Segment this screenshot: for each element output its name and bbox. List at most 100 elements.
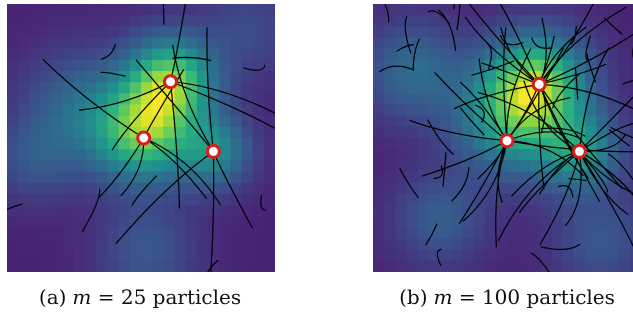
density-cell (462, 93, 475, 106)
density-cell (96, 216, 109, 228)
density-cell (96, 82, 109, 94)
density-cell (428, 227, 441, 240)
density-cell (473, 15, 486, 27)
density-cell (74, 126, 86, 139)
density-cell (562, 48, 575, 61)
density-cell (607, 15, 620, 27)
density-cell (196, 115, 209, 128)
density-cell (208, 37, 220, 50)
density-cell (495, 171, 508, 184)
trajectory-path (437, 9, 457, 51)
density-cell (252, 149, 265, 161)
density-cell (618, 82, 631, 94)
density-cell (219, 93, 231, 106)
density-cell (40, 149, 53, 161)
density-cell (230, 216, 243, 228)
density-cell (96, 59, 109, 72)
density-cell (384, 104, 396, 117)
density-cell (440, 160, 452, 173)
density-cell (18, 249, 30, 262)
density-cell (495, 115, 508, 128)
density-cell (230, 104, 243, 117)
density-cell (518, 37, 530, 50)
density-cell (208, 238, 220, 251)
density-cell (585, 37, 597, 50)
density-cell (241, 104, 254, 117)
density-cell (384, 59, 396, 72)
density-cell (40, 48, 53, 61)
density-cell (562, 238, 575, 251)
density-cell (241, 216, 254, 228)
density-cell (185, 160, 198, 173)
density-cell (74, 26, 86, 39)
density-cell (185, 26, 198, 39)
density-cell (219, 160, 231, 173)
density-cell (384, 115, 396, 128)
density-cell (607, 216, 620, 228)
density-cell (40, 171, 53, 184)
density-cell (629, 115, 633, 128)
density-cell (118, 48, 131, 61)
density-cell (518, 260, 530, 272)
density-cell (74, 37, 86, 50)
density-cell (629, 37, 633, 50)
density-cell (629, 227, 633, 240)
density-cell (629, 182, 633, 195)
density-cell (596, 205, 609, 217)
density-cell (252, 216, 265, 228)
density-cell (607, 59, 620, 72)
density-cell (384, 71, 396, 83)
density-cell (51, 4, 64, 16)
density-cell (152, 15, 164, 27)
density-cell (395, 160, 408, 173)
density-cell (174, 115, 187, 128)
trajectory-path (464, 16, 540, 85)
density-cell (263, 4, 275, 16)
density-cell (417, 138, 430, 150)
density-cell (451, 260, 463, 272)
density-cell (596, 115, 609, 128)
density-cell (141, 149, 153, 161)
density-cell (241, 59, 254, 72)
density-cell (451, 26, 463, 39)
density-cell (29, 15, 42, 27)
density-cell (241, 238, 254, 251)
density-cell (96, 193, 109, 206)
density-cell (29, 37, 42, 50)
density-cell (40, 160, 53, 173)
density-cell (518, 238, 530, 251)
density-cell (51, 160, 64, 173)
panel-b (373, 4, 633, 272)
density-cell (440, 115, 452, 128)
density-cell (51, 216, 64, 228)
density-cell (85, 249, 97, 262)
density-cell (241, 48, 254, 61)
density-cell (607, 193, 620, 206)
density-cell (185, 115, 198, 128)
trajectory-path (538, 6, 627, 85)
density-cell (185, 93, 198, 106)
density-cell (96, 15, 109, 27)
density-cell (62, 126, 75, 139)
density-cell (562, 15, 575, 27)
density-cell (118, 205, 131, 217)
density-cell (384, 227, 396, 240)
density-cell (373, 216, 385, 228)
density-cell (152, 115, 164, 128)
density-cell (40, 182, 53, 195)
density-cell (62, 59, 75, 72)
trajectory-path (564, 150, 582, 227)
density-cell (417, 15, 430, 27)
density-cell (141, 26, 153, 39)
density-cell (219, 149, 231, 161)
density-cell (263, 260, 275, 272)
trajectory-path (79, 81, 172, 111)
trajectory-path (169, 81, 180, 209)
density-cell (230, 260, 243, 272)
density-cell (596, 4, 609, 16)
density-cell (373, 104, 385, 117)
density-cell (29, 4, 42, 16)
density-cell (484, 93, 497, 106)
density-cell (263, 82, 275, 94)
density-cell (473, 260, 486, 272)
